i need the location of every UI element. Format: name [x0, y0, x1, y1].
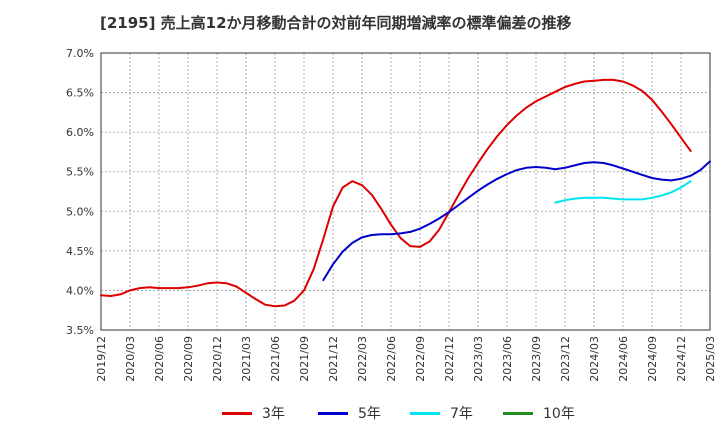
x-tick-label: 2021/09 [298, 336, 311, 382]
y-tick-label: 4.0% [66, 284, 94, 297]
y-tick-label: 5.5% [66, 166, 94, 179]
x-tick-label: 2020/12 [211, 336, 224, 382]
x-tick-label: 2022/12 [443, 336, 456, 382]
x-tick-label: 2024/09 [646, 336, 659, 382]
x-tick-label: 2021/12 [327, 336, 340, 382]
series-line-1 [100, 78, 692, 308]
x-tick-label: 2024/12 [675, 336, 688, 382]
legend-label-10y: 10年 [543, 406, 575, 422]
x-tick-label: 2019/12 [95, 336, 108, 382]
series-line-2 [322, 160, 711, 282]
x-tick-label: 2022/06 [385, 336, 398, 382]
legend-swatch-3y [222, 411, 252, 415]
legend-item-3y: 3年 [222, 403, 285, 423]
x-tick-label: 2024/03 [588, 336, 601, 382]
legend-item-7y: 7年 [410, 403, 473, 423]
chart-title: [2195] 売上高12か月移動合計の対前年同期増減率の標準偏差の推移 [100, 14, 572, 32]
series-lines [100, 78, 711, 308]
legend-label-7y: 7年 [450, 406, 473, 422]
x-tick-label: 2023/06 [501, 336, 514, 382]
legend-label-3y: 3年 [262, 406, 285, 422]
x-tick-label: 2025/03 [704, 336, 717, 382]
y-tick-label: 4.5% [66, 245, 94, 258]
legend-item-5y: 5年 [318, 403, 381, 423]
legend-label-5y: 5年 [358, 406, 381, 422]
y-tick-label: 6.5% [66, 87, 94, 100]
legend-swatch-10y [503, 411, 533, 415]
y-tick-label: 5.0% [66, 205, 94, 218]
grid-lines [100, 52, 711, 331]
y-axis: 3.5% 4.0% 4.5% 5.0% 5.5% 6.0% 6.5% 7.0% [66, 47, 94, 337]
series-line-3 [554, 180, 692, 204]
legend-item-10y: 10年 [503, 403, 575, 423]
plot-area [100, 52, 711, 331]
x-tick-label: 2023/09 [530, 336, 543, 382]
x-tick-label: 2023/12 [559, 336, 572, 382]
legend-swatch-7y [410, 411, 440, 415]
legend-swatch-5y [318, 411, 348, 415]
x-axis: 2019/12 2020/03 2020/06 2020/09 2020/12 2021/… [95, 336, 717, 382]
x-tick-label: 2020/03 [124, 336, 137, 382]
legend: 3年 5年 7年 10年 [0, 403, 720, 427]
x-tick-label: 2022/03 [356, 336, 369, 382]
x-tick-label: 2024/06 [617, 336, 630, 382]
x-tick-label: 2021/03 [240, 336, 253, 382]
y-tick-label: 6.0% [66, 126, 94, 139]
x-tick-label: 2022/09 [414, 336, 427, 382]
y-tick-label: 3.5% [66, 324, 94, 337]
x-tick-label: 2021/06 [269, 336, 282, 382]
x-tick-label: 2020/09 [182, 336, 195, 382]
x-tick-label: 2023/03 [472, 336, 485, 382]
y-tick-label: 7.0% [66, 47, 94, 60]
x-tick-label: 2020/06 [153, 336, 166, 382]
